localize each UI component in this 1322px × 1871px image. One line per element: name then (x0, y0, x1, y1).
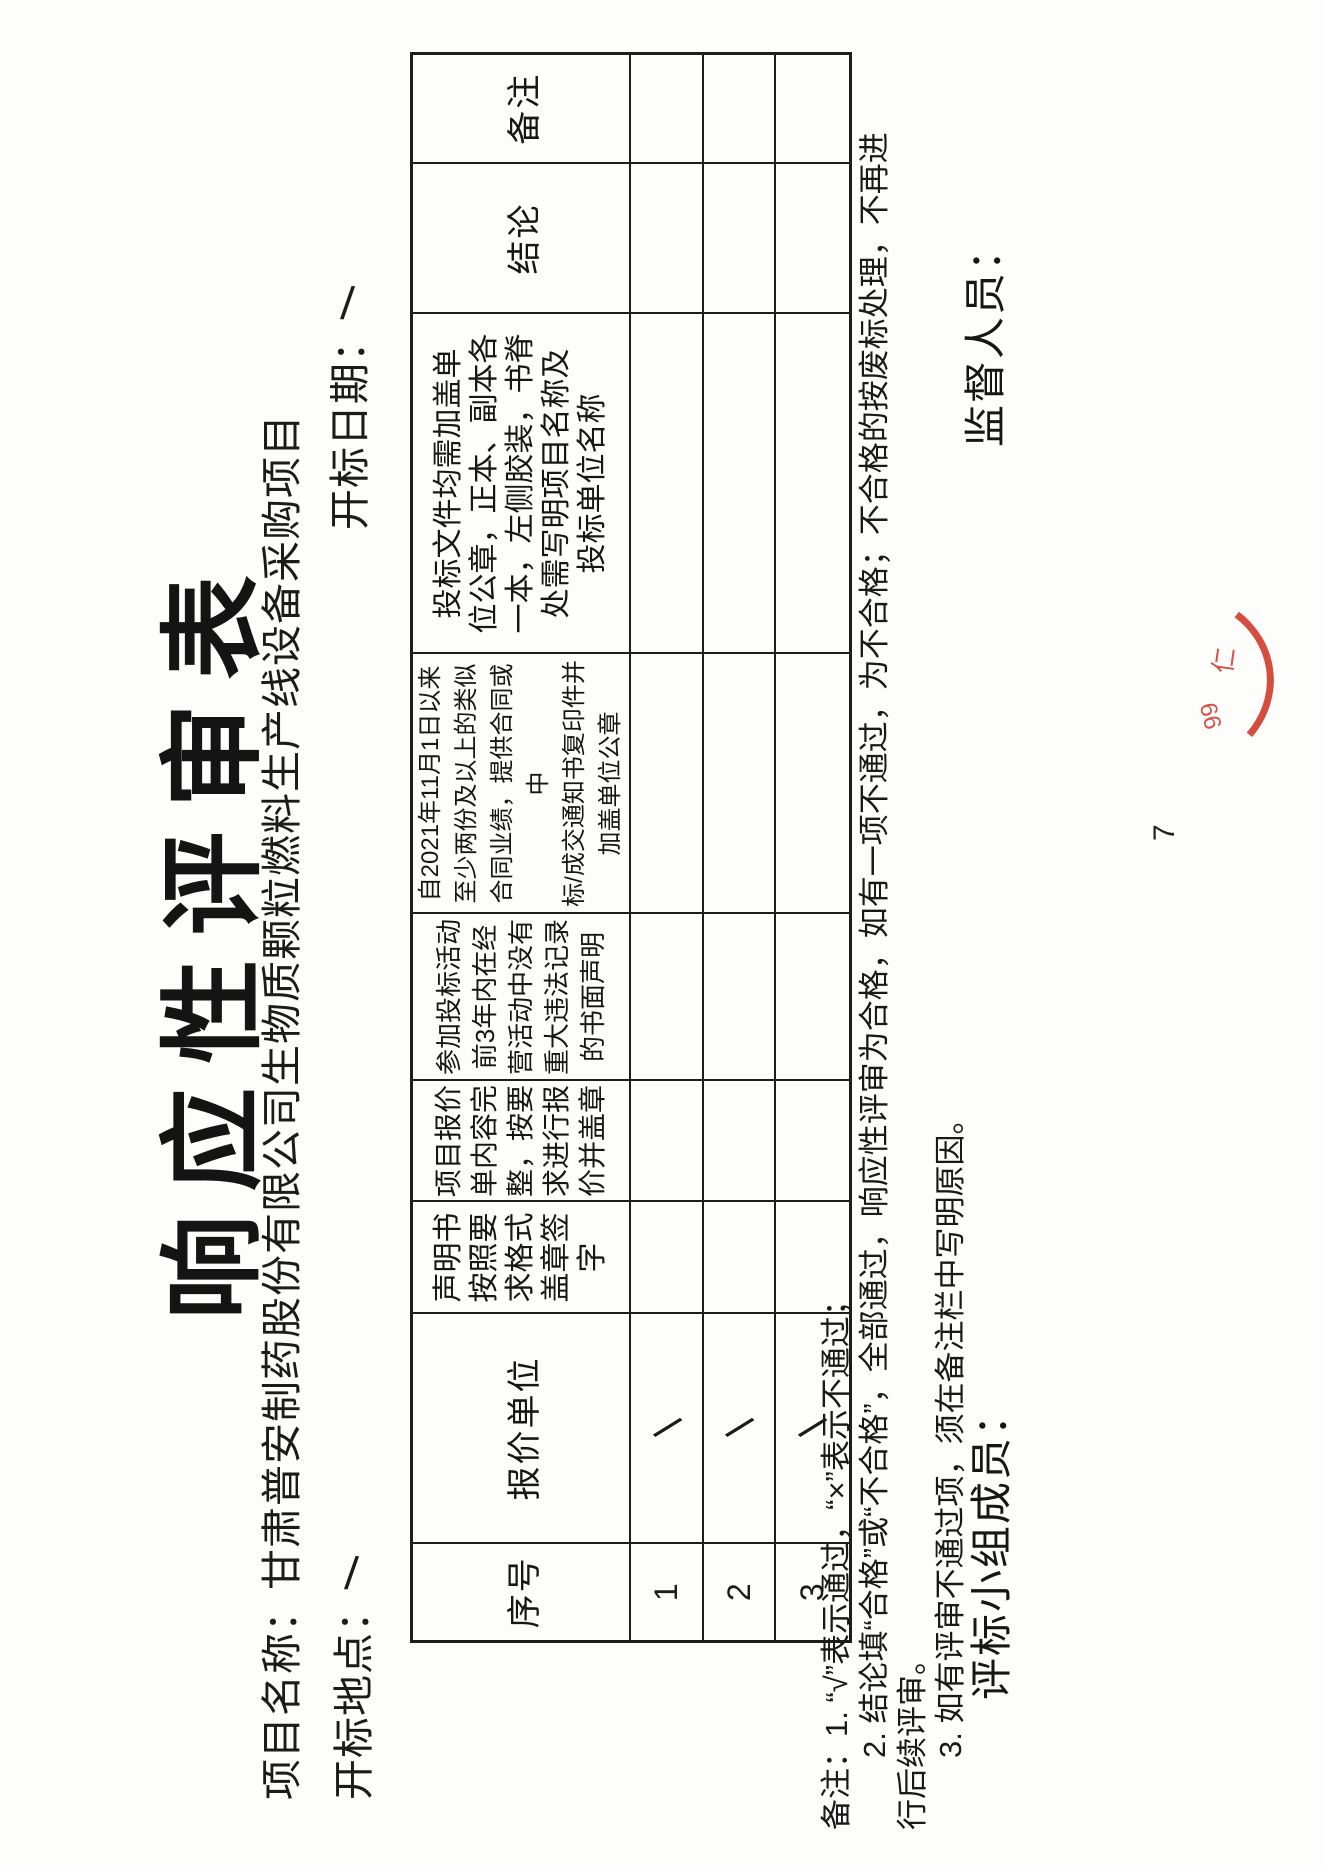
conclusion-cell (630, 163, 703, 314)
column-header-performance: 自2021年11月1日以来 至少两份及以上的类似 合同业绩，提供合同或中 标/成… (411, 653, 630, 914)
empty-cell (703, 313, 775, 654)
column-header-no-violation: 参加投标活动 前3年内在经 营活动中没有 重大违法记录 的书面声明 (411, 913, 630, 1081)
slash-mark: / (719, 1406, 760, 1450)
supervisor-label: 监督人员： (962, 226, 1009, 447)
column-header-remarks: 备注 (411, 53, 630, 164)
column-header-quotation: 项目报价 单内容完 整，按要 求进行报 价并盖章 (411, 1080, 630, 1202)
empty-cell (630, 313, 703, 654)
note-line-2: 2. 结论填“合格”或“不合格”，全部通过，响应性评审为合格，如有一项不通过，为… (857, 132, 892, 1758)
remarks-cell (703, 53, 775, 164)
evaluation-team-label: 评标小组成员： (968, 1391, 1015, 1700)
project-name-label: 项目名称： (259, 1590, 305, 1800)
empty-cell (630, 653, 703, 914)
page-number: 7 (1148, 824, 1181, 841)
bid-date-line: 开标日期：/ (316, 277, 376, 530)
notes-block: 备注：1. “√”表示通过，“×”表示不通过； 2. 结论填“合格”或“不合格”… (818, 20, 970, 1830)
empty-cell (630, 1080, 703, 1202)
review-table: 序号 报价单位 声明书 按照要 求格式 盖章签 字 项目报价 单内容完 整，按要… (410, 52, 852, 1643)
empty-cell (703, 653, 775, 914)
empty-cell (703, 1080, 775, 1202)
column-header-statement: 声明书 按照要 求格式 盖章签 字 (411, 1201, 630, 1314)
table-row: 2 / (703, 53, 775, 1642)
seq-cell: 1 (630, 1543, 703, 1642)
table-row: 1 / (630, 53, 703, 1642)
quote-unit-cell: / (703, 1313, 775, 1544)
stamp-fragment: 仁 (1207, 645, 1241, 676)
quote-unit-cell: / (630, 1313, 703, 1544)
empty-cell (703, 913, 775, 1081)
empty-cell (630, 913, 703, 1081)
column-header-seq: 序号 (411, 1543, 630, 1642)
column-header-quote-unit: 报价单位 (411, 1313, 630, 1544)
column-header-conclusion: 结论 (411, 163, 630, 314)
stamp-arc (1063, 580, 1283, 784)
bid-date-label: 开标日期： (327, 320, 373, 530)
note-line-1: 备注：1. “√”表示通过，“×”表示不通过； (819, 1285, 854, 1830)
table-header-row: 序号 报价单位 声明书 按照要 求格式 盖章签 字 项目报价 单内容完 整，按要… (411, 53, 630, 1642)
seq-cell: 2 (703, 1543, 775, 1642)
column-header-documents: 投标文件均需加盖单 位公章，正本、副本各 一本，左侧胶装，书脊 处需写明项目名称… (411, 313, 630, 654)
conclusion-cell (703, 163, 775, 314)
empty-cell (630, 1201, 703, 1314)
empty-cell (703, 1201, 775, 1314)
project-name-line: 项目名称：甘肃普安制药股份有限公司生物质颗粒燃料生产线设备采购项目 (248, 414, 308, 1800)
project-name-value: 甘肃普安制药股份有限公司生物质颗粒燃料生产线设备采购项目 (259, 414, 305, 1590)
bid-location-line: 开标地点：/ (320, 1547, 380, 1800)
slash-mark: / (646, 1406, 688, 1450)
note-line-3: 行后续评审。 (895, 1644, 930, 1830)
bid-location-label: 开标地点： (331, 1590, 377, 1800)
remarks-cell (630, 53, 703, 164)
